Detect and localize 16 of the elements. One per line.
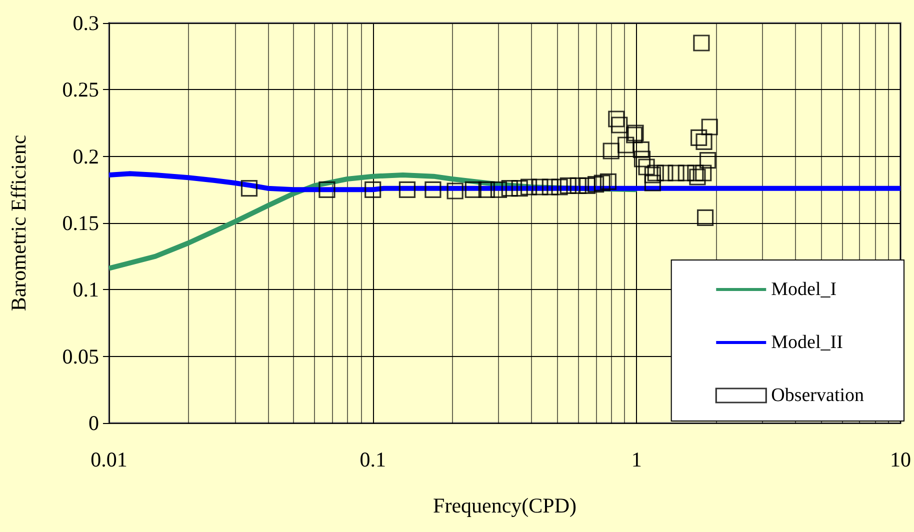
legend-label: Model_II [771,332,843,353]
y-axis-title: Barometric Efficienc [6,134,30,312]
x-tick-label: 0.1 [360,448,386,472]
y-tick-label: 0.05 [62,344,99,368]
x-tick-label: 1 [631,448,642,472]
y-tick-label: 0.2 [72,144,99,168]
x-tick-label: 10 [890,448,911,472]
y-tick-label: 0.25 [62,78,99,102]
y-tick-label: 0.3 [72,11,99,35]
legend-label: Observation [771,385,864,406]
legend-label: Model_I [771,279,837,300]
x-tick-label: 0.01 [90,448,128,472]
y-tick-label: 0.1 [72,278,99,302]
x-axis-title: Frequency(CPD) [433,494,576,518]
y-tick-label: 0.15 [62,211,99,235]
y-tick-label: 0 [88,411,99,435]
